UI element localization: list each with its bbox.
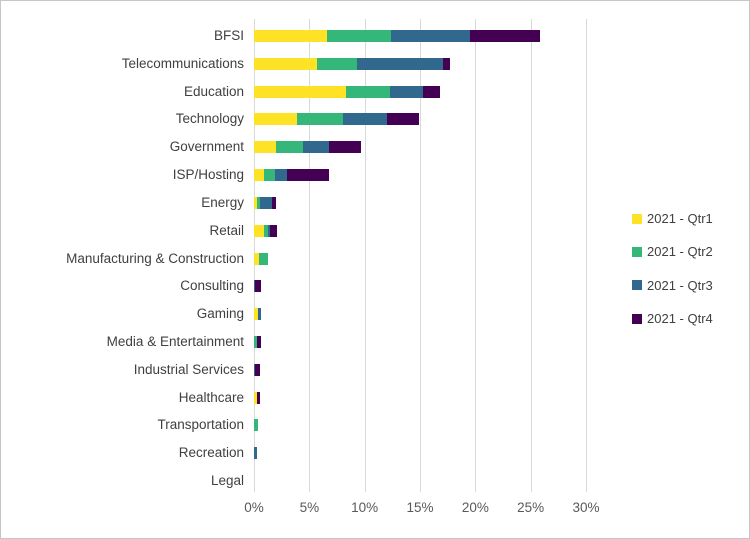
gridline	[475, 19, 477, 492]
x-tick-label: 10%	[351, 500, 379, 515]
bar-segment	[254, 419, 258, 432]
bar-segment	[356, 57, 444, 70]
x-tick-label: 20%	[461, 500, 489, 515]
legend-item: 2021 - Qtr2	[632, 245, 713, 258]
bar-segment	[317, 57, 357, 70]
bar-segment	[327, 29, 392, 42]
bar-segment	[255, 280, 261, 293]
bar-segment	[276, 141, 303, 154]
bar-segment	[275, 169, 288, 182]
legend-swatch-icon	[632, 313, 642, 324]
gridline	[530, 19, 532, 492]
bar-segment	[342, 113, 387, 126]
bar-segment	[270, 224, 278, 237]
x-tick-label: 0%	[244, 500, 264, 515]
x-tick-label: 15%	[406, 500, 434, 515]
category-label: Industrial Services	[133, 361, 244, 377]
bar-segment	[254, 29, 328, 42]
bar-segment	[267, 224, 271, 237]
bar-segment	[258, 308, 261, 321]
bar-segment	[254, 280, 256, 293]
bar-segment	[259, 196, 272, 209]
category-label: Consulting	[180, 278, 244, 294]
x-tick-label: 25%	[517, 500, 545, 515]
legend-swatch-icon	[632, 280, 642, 291]
bar-segment	[386, 113, 419, 126]
category-label: Energy	[201, 194, 244, 210]
gridline	[586, 19, 587, 492]
category-label: BFSI	[213, 27, 244, 43]
category-label: Retail	[209, 222, 244, 238]
bar-segment	[297, 113, 343, 126]
category-label: Transportation	[157, 417, 244, 433]
category-label: Telecommunications	[121, 55, 244, 71]
bar-segment	[443, 57, 450, 70]
legend-swatch-icon	[632, 213, 642, 224]
bar-segment	[254, 169, 264, 182]
gridline	[364, 19, 366, 492]
category-label: ISP/Hosting	[172, 167, 244, 183]
category-label: Gaming	[196, 306, 244, 322]
category-label: Recreation	[178, 445, 244, 461]
bar-segment	[254, 335, 258, 348]
bar-segment	[256, 391, 260, 404]
bar-segment	[287, 169, 330, 182]
bar-segment	[254, 363, 256, 376]
bar-segment	[390, 85, 424, 98]
x-tick-label: 30%	[572, 500, 600, 515]
bar-segment	[263, 169, 276, 182]
bar-segment	[329, 141, 362, 154]
category-label: Legal	[210, 473, 244, 489]
bar-segment	[254, 141, 277, 154]
legend-swatch-icon	[632, 246, 642, 257]
category-label: Healthcare	[178, 389, 244, 405]
gridline	[309, 19, 311, 492]
legend-label: 2021 - Qtr2	[647, 244, 713, 260]
bar-segment	[345, 85, 391, 98]
bar-segment	[254, 85, 346, 98]
bar-segment	[256, 196, 260, 209]
gridline	[420, 19, 421, 492]
category-label: Media & Entertainment	[106, 333, 244, 349]
legend-label: 2021 - Qtr1	[647, 211, 713, 226]
legend-label: 2021 - Qtr3	[647, 277, 713, 293]
legend-item: 2021 - Qtr3	[632, 279, 713, 292]
bar-segment	[254, 224, 264, 237]
category-label: Education	[183, 83, 244, 99]
bar-segment	[469, 29, 540, 42]
legend-item: 2021 - Qtr1	[632, 212, 713, 225]
bar-segment	[263, 224, 268, 237]
category-label: Technology	[175, 111, 244, 127]
x-tick-label: 5%	[299, 500, 320, 515]
bar-segment	[423, 85, 440, 98]
legend-item: 2021 - Qtr4	[632, 312, 713, 325]
bar-segment	[254, 308, 259, 321]
category-label: Government	[169, 139, 244, 155]
bar-segment	[254, 196, 257, 209]
bar-segment	[254, 57, 318, 70]
bar-segment	[391, 29, 470, 42]
bar-segment	[257, 335, 261, 348]
legend-label: 2021 - Qtr4	[647, 311, 713, 327]
bar-segment	[254, 447, 258, 460]
bar-segment	[255, 363, 261, 376]
bar-segment	[254, 252, 259, 265]
bar-segment	[302, 141, 330, 154]
bar-segment	[254, 113, 298, 126]
bar-segment	[258, 252, 269, 265]
bar-segment	[271, 196, 277, 209]
bar-segment	[254, 391, 257, 404]
category-label: Manufacturing & Construction	[66, 250, 244, 266]
